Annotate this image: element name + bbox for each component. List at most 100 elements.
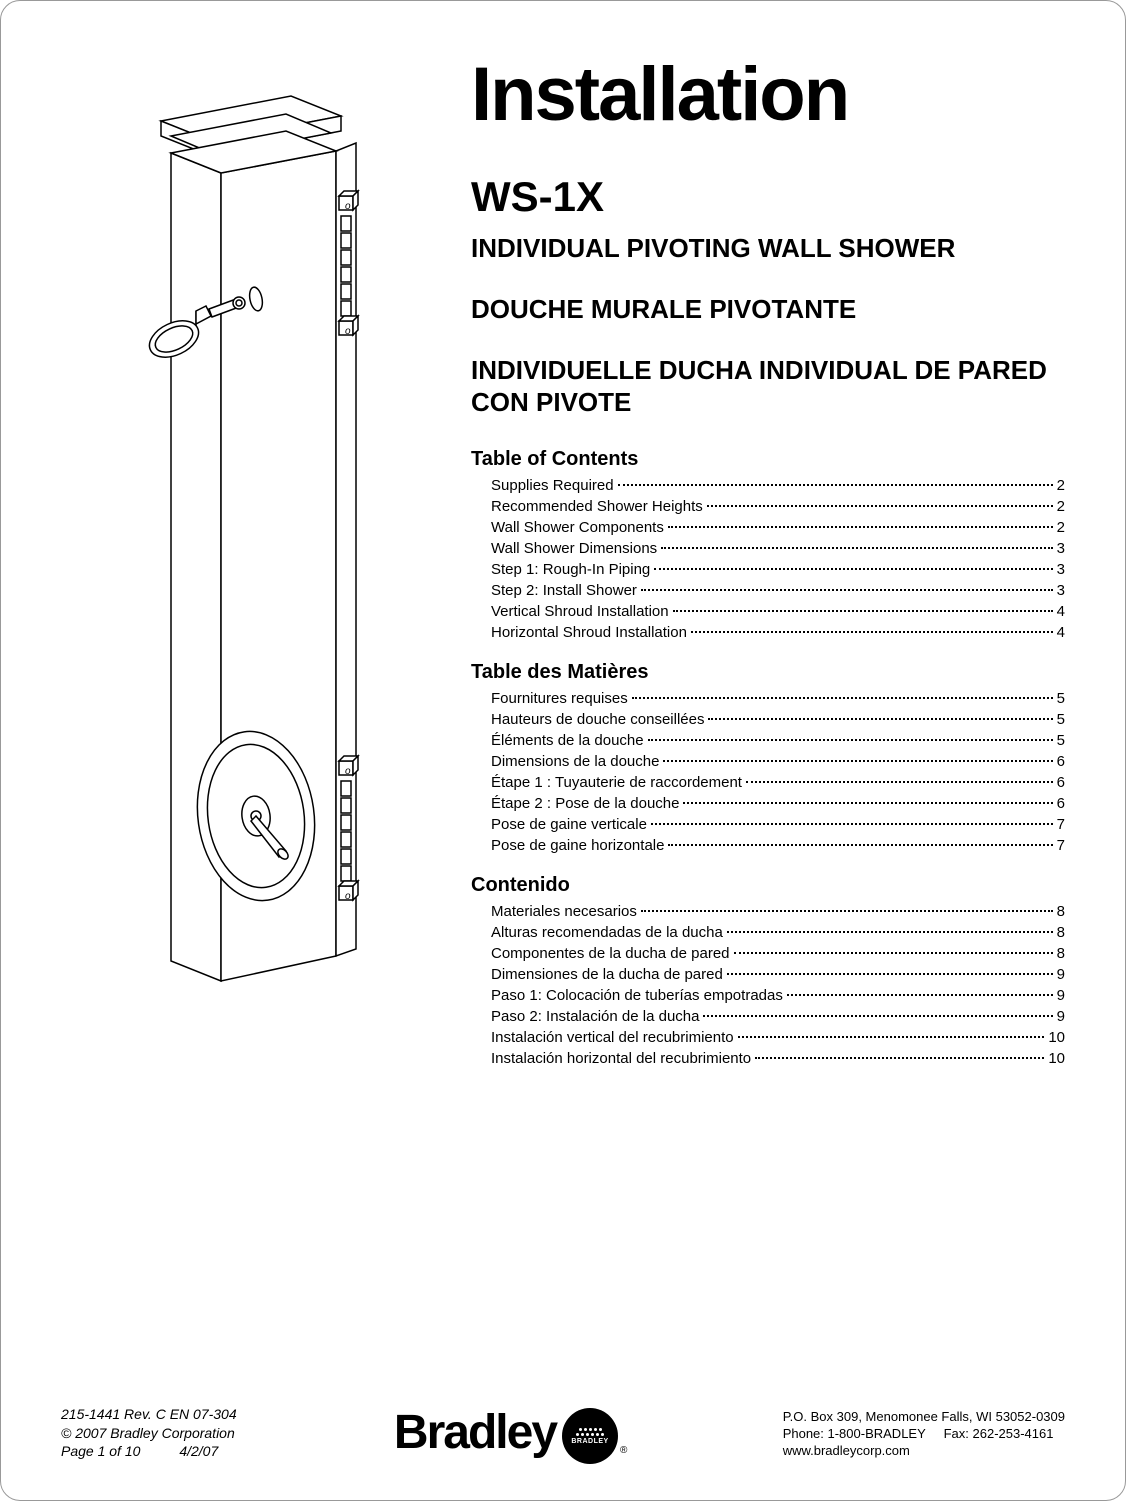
date-text: 4/2/07 — [179, 1443, 218, 1459]
toc-item: Hauteurs de douche conseillées 5 — [491, 709, 1065, 730]
toc-item-label: Instalación vertical del recubrimiento — [491, 1027, 734, 1048]
footer-logo: Bradley BRADLEY ® — [394, 1404, 625, 1460]
toc-item: Step 2: Install Shower3 — [491, 580, 1065, 601]
shower-line-drawing: o o o o — [61, 81, 421, 1001]
footer: 215-1441 Rev. C EN 07-304 © 2007 Bradley… — [61, 1404, 1065, 1460]
toc-item-page: 5 — [1057, 730, 1065, 751]
subtitle-spanish: INDIVIDUELLE DUCHA INDIVIDUAL DE PARED C… — [471, 355, 1065, 417]
toc-item-page: 6 — [1057, 751, 1065, 772]
toc-item: Pose de gaine verticale7 — [491, 814, 1065, 835]
toc-item: Étape 2 : Pose de la douche 6 — [491, 793, 1065, 814]
toc-item-page: 9 — [1057, 985, 1065, 1006]
toc-item-label: Supplies Required — [491, 475, 614, 496]
toc-item-label: Fournitures requises — [491, 688, 628, 709]
toc-list-english: Supplies Required2Recommended Shower Hei… — [471, 475, 1065, 643]
toc-item: Étape 1 : Tuyauterie de raccordement 6 — [491, 772, 1065, 793]
toc-item: Fournitures requises 5 — [491, 688, 1065, 709]
left-column: o o o o — [61, 51, 431, 1069]
toc-dots — [668, 526, 1053, 528]
toc-dots — [703, 1015, 1052, 1017]
toc-item-page: 5 — [1057, 709, 1065, 730]
subtitle-french: DOUCHE MURALE PIVOTANTE — [471, 294, 1065, 325]
toc-dots — [618, 484, 1053, 486]
toc-item: Éléments de la douche 5 — [491, 730, 1065, 751]
toc-item: Instalación vertical del recubrimiento 10 — [491, 1027, 1065, 1048]
toc-item-page: 2 — [1057, 496, 1065, 517]
toc-item-label: Vertical Shroud Installation — [491, 601, 669, 622]
toc-item: Recommended Shower Heights2 — [491, 496, 1065, 517]
toc-item: Pose de gaine horizontale 7 — [491, 835, 1065, 856]
toc-dots — [734, 952, 1053, 954]
toc-item: Paso 1: Colocación de tuberías empotrada… — [491, 985, 1065, 1006]
toc-item-label: Alturas recomendadas de la ducha — [491, 922, 723, 943]
toc-item: Instalación horizontal del recubrimiento… — [491, 1048, 1065, 1069]
right-column: Installation WS-1X INDIVIDUAL PIVOTING W… — [471, 51, 1065, 1069]
page-info-line: Page 1 of 10 4/2/07 — [61, 1442, 237, 1460]
toc-item-label: Hauteurs de douche conseillées — [491, 709, 704, 730]
toc-item-label: Dimensiones de la ducha de pared — [491, 964, 723, 985]
toc-dots — [708, 718, 1052, 720]
fax-text: Fax: 262-253-4161 — [944, 1426, 1054, 1441]
logo-badge-text: BRADLEY — [571, 1438, 608, 1445]
toc-item: Vertical Shroud Installation4 — [491, 601, 1065, 622]
toc-item-page: 8 — [1057, 901, 1065, 922]
toc-dots — [648, 739, 1053, 741]
address-text: P.O. Box 309, Menomonee Falls, WI 53052-… — [783, 1409, 1065, 1426]
toc-item: Step 1: Rough-In Piping 3 — [491, 559, 1065, 580]
toc-item-label: Paso 1: Colocación de tuberías empotrada… — [491, 985, 783, 1006]
toc-item: Supplies Required2 — [491, 475, 1065, 496]
toc-dots — [738, 1036, 1045, 1038]
toc-heading-french: Table des Matières — [471, 661, 1065, 684]
svg-text:o: o — [345, 326, 351, 337]
page-info-text: Page 1 of 10 — [61, 1443, 140, 1459]
copyright-text: © 2007 Bradley Corporation — [61, 1424, 237, 1442]
toc-item-page: 5 — [1057, 688, 1065, 709]
toc-item-label: Instalación horizontal del recubrimiento — [491, 1048, 751, 1069]
main-container: o o o o Installation WS-1X INDIVIDUAL PI… — [61, 51, 1065, 1069]
toc-item-page: 10 — [1048, 1027, 1065, 1048]
toc-item-label: Componentes de la ducha de pared — [491, 943, 730, 964]
toc-item-label: Éléments de la douche — [491, 730, 644, 751]
toc-item-page: 6 — [1057, 793, 1065, 814]
toc-item: Dimensions de la douche6 — [491, 751, 1065, 772]
toc-item-page: 6 — [1057, 772, 1065, 793]
toc-item-page: 2 — [1057, 517, 1065, 538]
toc-dots — [661, 547, 1052, 549]
product-diagram: o o o o — [61, 81, 431, 1006]
toc-list-spanish: Materiales necesarios 8 Alturas recomendad… — [471, 901, 1065, 1069]
toc-item: Componentes de la ducha de pared 8 — [491, 943, 1065, 964]
toc-item-label: Étape 2 : Pose de la douche — [491, 793, 679, 814]
toc-item-page: 3 — [1057, 538, 1065, 559]
toc-item-label: Step 1: Rough-In Piping — [491, 559, 650, 580]
toc-dots — [683, 802, 1052, 804]
toc-heading-spanish: Contenido — [471, 874, 1065, 897]
toc-list-french: Fournitures requises5Hauteurs de douche … — [471, 688, 1065, 856]
toc-item: Paso 2: Instalación de la ducha9 — [491, 1006, 1065, 1027]
toc-item-label: Horizontal Shroud Installation — [491, 622, 687, 643]
toc-item-page: 7 — [1057, 835, 1065, 856]
toc-dots — [727, 973, 1053, 975]
toc-dots — [707, 505, 1053, 507]
toc-item-page: 8 — [1057, 943, 1065, 964]
toc-heading-english: Table of Contents — [471, 448, 1065, 471]
toc-item-label: Materiales necesarios — [491, 901, 637, 922]
svg-text:o: o — [345, 766, 351, 777]
toc-item-label: Step 2: Install Shower — [491, 580, 637, 601]
toc-dots — [691, 631, 1053, 633]
toc-dots — [787, 994, 1053, 996]
toc-item: Dimensiones de la ducha de pared9 — [491, 964, 1065, 985]
subtitle-english: INDIVIDUAL PIVOTING WALL SHOWER — [471, 233, 1065, 264]
toc-item-page: 3 — [1057, 559, 1065, 580]
toc-dots — [654, 568, 1052, 570]
logo-badge-icon: BRADLEY — [562, 1408, 618, 1464]
toc-item: Wall Shower Dimensions3 — [491, 538, 1065, 559]
toc-item-label: Étape 1 : Tuyauterie de raccordement — [491, 772, 742, 793]
model-number: WS-1X — [471, 173, 1065, 221]
toc-item-label: Pose de gaine horizontale — [491, 835, 664, 856]
revision-text: 215-1441 Rev. C EN 07-304 — [61, 1405, 237, 1423]
toc-item-page: 7 — [1057, 814, 1065, 835]
toc-item-page: 10 — [1048, 1048, 1065, 1069]
logo-text: Bradley — [394, 1405, 556, 1460]
toc-item: Wall Shower Components2 — [491, 517, 1065, 538]
toc-dots — [641, 910, 1053, 912]
